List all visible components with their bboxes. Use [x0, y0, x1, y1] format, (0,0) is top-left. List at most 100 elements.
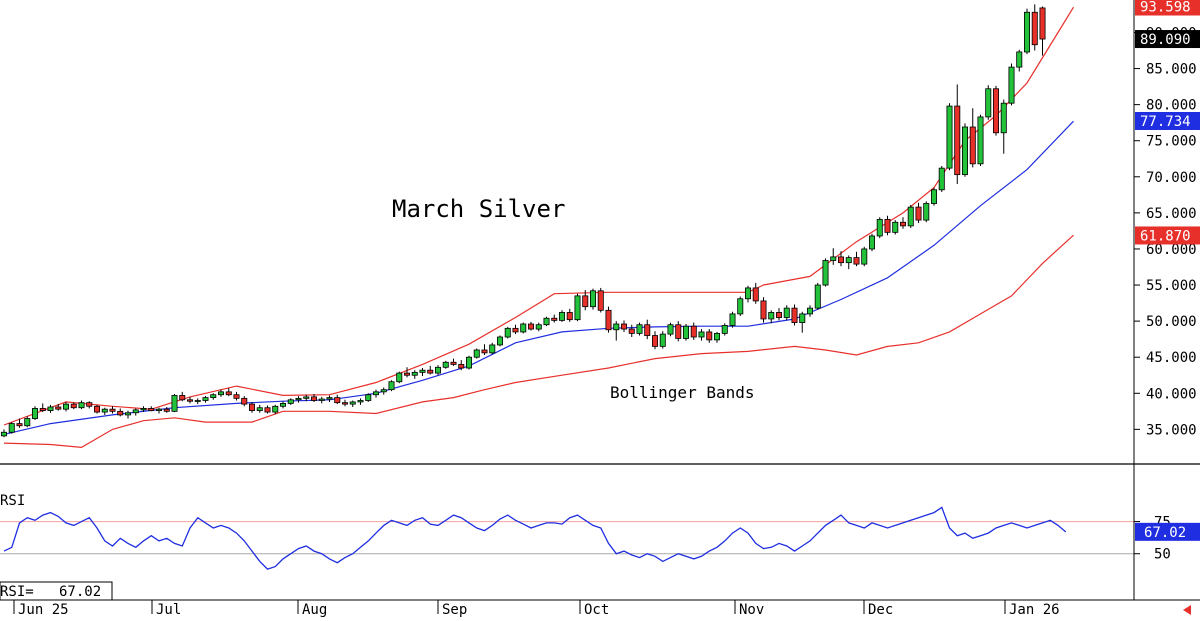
price-tick-label: 35.000: [1146, 422, 1197, 438]
price-tag-label: 93.598: [1140, 0, 1191, 16]
candle-up: [931, 189, 938, 204]
price-tag-bg: [1135, 226, 1200, 245]
candle-down: [551, 317, 558, 321]
candle-down: [264, 407, 271, 413]
candle-up: [63, 403, 70, 410]
candle-up: [287, 399, 294, 404]
candle-down: [853, 257, 860, 265]
time-tick-label: Aug: [302, 602, 327, 618]
candle-up: [737, 298, 744, 315]
candle-down: [675, 324, 682, 339]
candle-down: [752, 287, 759, 302]
candle-up: [659, 333, 666, 347]
price-tick-label: 85.000: [1146, 62, 1197, 78]
candle-down: [233, 394, 240, 399]
candle-down: [900, 221, 907, 227]
candle-up: [613, 323, 620, 331]
rsi-tag-bg: [1135, 522, 1200, 541]
candle-up: [830, 256, 837, 261]
candle-up: [419, 369, 426, 373]
candle-down: [248, 403, 255, 412]
candle-up: [714, 332, 721, 341]
candle-up: [814, 284, 821, 309]
candle-up: [783, 307, 790, 318]
candle-down: [86, 402, 93, 407]
candle-down: [969, 126, 976, 165]
candle-down: [225, 391, 232, 396]
time-tick-label: Jul: [156, 602, 181, 618]
candle-up: [807, 307, 814, 315]
candle-up: [574, 295, 581, 321]
candle-up: [47, 406, 54, 412]
candle-up: [504, 327, 511, 338]
candle-down: [993, 88, 1000, 134]
candles: [0, 4, 1046, 438]
candle-down: [1039, 7, 1046, 40]
rsi-tick-label: 50: [1154, 547, 1171, 563]
rsi-readout-box: [0, 581, 113, 601]
candle-up: [272, 405, 279, 413]
candle-down: [528, 323, 535, 330]
panel-frames: [0, 0, 1200, 601]
candle-down: [55, 406, 62, 410]
price-tick-label: 70.000: [1146, 170, 1197, 186]
candle-up: [465, 356, 472, 369]
candle-down: [310, 396, 317, 401]
candle-up: [520, 323, 527, 333]
candle-up: [372, 391, 379, 396]
candle-down: [582, 295, 589, 308]
candle-down: [597, 290, 604, 311]
price-tag-label: 89.090: [1140, 32, 1191, 48]
candle-up: [1008, 66, 1015, 104]
candle-up: [1016, 51, 1023, 68]
candle-down: [690, 325, 697, 338]
price-tag-label: 77.734: [1140, 114, 1191, 130]
rsi-series-line: [3, 506, 1067, 570]
candle-up: [923, 203, 930, 221]
candle-up: [78, 402, 85, 409]
candle-up: [822, 260, 829, 286]
candle-down: [760, 300, 767, 320]
candle-up: [1000, 102, 1007, 134]
candle-up: [496, 336, 503, 346]
time-tick-label: Nov: [739, 602, 764, 618]
rsi-readout: RSI= 67.02: [0, 584, 101, 600]
candle-up: [125, 412, 132, 416]
candle-up: [303, 396, 310, 399]
scroll-left-arrow-icon[interactable]: [1183, 605, 1191, 615]
price-tick-label: 75.000: [1146, 134, 1197, 150]
candle-down: [70, 403, 77, 409]
candle-up: [349, 401, 356, 405]
rsi-panel-label: RSI: [0, 493, 25, 509]
candle-up: [155, 408, 162, 412]
candle-up: [132, 409, 139, 414]
time-tick-label: Oct: [584, 602, 609, 618]
candle-down: [450, 361, 457, 365]
candle-down: [1031, 11, 1038, 46]
price-tick-label: 50.000: [1146, 314, 1197, 330]
candle-up: [698, 331, 705, 338]
rsi-tag-label: 67.02: [1144, 525, 1186, 541]
candle-up: [1024, 11, 1031, 53]
candle-up: [357, 400, 364, 403]
rsi-line: [3, 506, 1067, 570]
candle-up: [590, 290, 597, 308]
time-axis: Jun 25 Jul Aug Sep Oct Nov Dec Jan 26: [13, 600, 1060, 618]
candle-down: [341, 402, 348, 405]
price-tick-label: 65.000: [1146, 206, 1197, 222]
candle-up: [683, 325, 690, 339]
candle-down: [241, 397, 248, 405]
bollinger-middle-line: [3, 120, 1074, 435]
candle-up: [907, 206, 914, 227]
price-tick-label: 60.000: [1146, 242, 1197, 258]
candle-up: [388, 381, 395, 391]
candle-up: [543, 317, 550, 326]
candle-up: [326, 397, 333, 400]
candle-up: [845, 257, 852, 264]
candle-up: [411, 371, 418, 376]
candle-up: [202, 397, 209, 401]
candle-down: [512, 327, 519, 333]
candle-down: [148, 408, 155, 412]
candle-down: [621, 323, 628, 330]
